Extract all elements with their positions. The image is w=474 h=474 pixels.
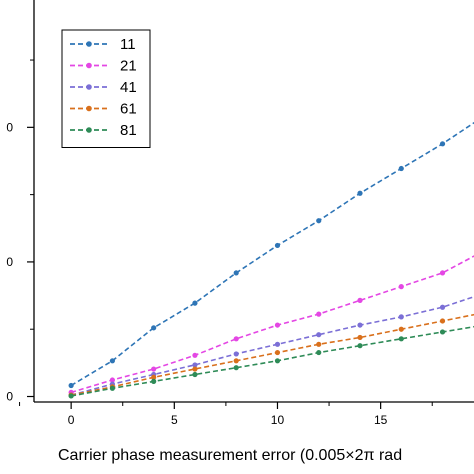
legend-item-11: 11	[70, 36, 136, 53]
data-point	[192, 300, 198, 306]
data-point	[151, 378, 157, 384]
series-21	[68, 255, 474, 395]
data-point	[192, 352, 198, 358]
legend: 11 21 41 61 81	[61, 29, 151, 148]
data-point	[357, 334, 363, 341]
data-point	[233, 358, 239, 364]
data-point	[398, 326, 404, 332]
data-point	[398, 165, 404, 172]
legend-item-41: 41	[70, 79, 137, 96]
data-point	[316, 311, 322, 317]
data-point	[439, 304, 446, 310]
data-point	[398, 336, 404, 342]
legend-item-81: 81	[70, 122, 137, 139]
legend-marker	[86, 105, 92, 112]
legend-marker	[86, 62, 92, 69]
data-point	[233, 270, 239, 276]
legend-marker	[86, 84, 92, 90]
data-point	[192, 371, 198, 378]
x-tick-label: 5	[171, 413, 178, 427]
series-line-11	[70, 121, 474, 387]
y-tick-label: 0	[6, 390, 13, 404]
data-point	[316, 349, 322, 356]
data-point	[316, 332, 322, 338]
legend-marker	[86, 41, 92, 47]
data-point	[68, 393, 74, 399]
series-line-81	[70, 325, 474, 397]
legend-item-61: 61	[70, 101, 137, 118]
data-point	[357, 297, 363, 303]
chart-axes: 05101520000	[6, 0, 474, 427]
x-tick-label: 10	[271, 413, 285, 427]
data-point	[274, 358, 281, 364]
legend-item-21: 21	[70, 58, 137, 75]
y-tick-label: 0	[6, 255, 13, 269]
data-point	[274, 349, 281, 356]
data-point	[439, 141, 446, 147]
x-tick-label: 15	[374, 413, 388, 427]
legend-marker	[86, 127, 92, 133]
series-line-21	[70, 255, 474, 394]
data-point	[192, 362, 198, 368]
data-point	[357, 343, 363, 349]
data-point	[233, 351, 239, 357]
series-line-41	[70, 295, 474, 396]
data-point	[151, 366, 157, 372]
series-11	[68, 121, 474, 389]
series-81	[68, 325, 474, 399]
legend-box	[61, 29, 151, 148]
data-point	[192, 366, 198, 372]
data-point	[316, 341, 322, 347]
plot-area	[68, 121, 474, 399]
legend-label: 11	[120, 36, 136, 53]
data-point	[439, 270, 446, 276]
data-point	[233, 336, 239, 342]
data-point	[109, 377, 116, 383]
data-point	[357, 322, 363, 328]
data-point	[274, 322, 281, 328]
legend-label: 81	[120, 122, 137, 139]
data-point	[316, 218, 322, 224]
data-point	[439, 318, 446, 324]
data-point	[439, 329, 446, 335]
legend-label: 21	[120, 58, 137, 75]
data-point	[109, 385, 116, 391]
data-point	[398, 284, 404, 290]
y-tick-label: 0	[6, 120, 13, 134]
data-point	[357, 190, 363, 196]
data-point	[233, 365, 239, 371]
legend-label: 61	[120, 101, 137, 118]
data-point	[109, 358, 116, 364]
x-axis-title: Carrier phase measurement error (0.005×2…	[58, 447, 402, 464]
data-point	[151, 325, 157, 331]
data-point	[274, 341, 281, 347]
data-point	[274, 242, 281, 249]
series-line-61	[70, 313, 474, 396]
legend-label: 41	[120, 79, 137, 96]
series-61	[68, 313, 474, 398]
series-41	[68, 295, 474, 398]
data-point	[151, 374, 157, 380]
data-point	[68, 382, 74, 389]
x-tick-label: 0	[68, 413, 75, 427]
data-point	[398, 314, 404, 320]
